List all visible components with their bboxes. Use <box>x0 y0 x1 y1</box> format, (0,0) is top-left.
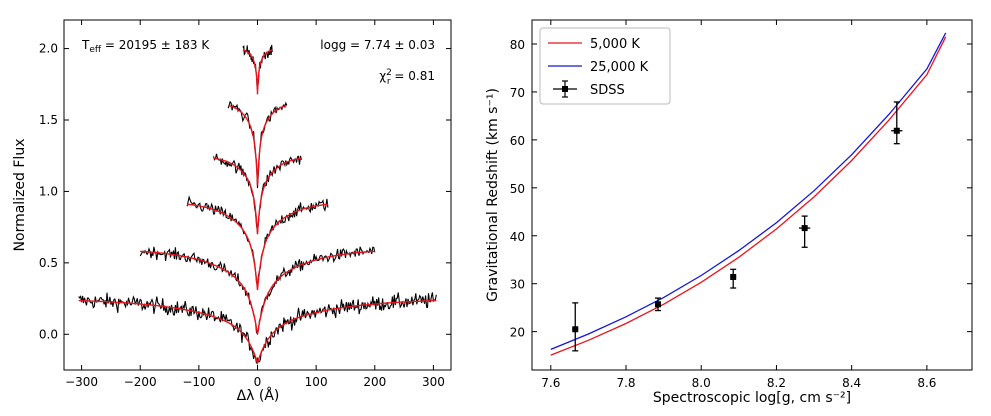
redshift-tick-layer: 7.6 7.8 8.0 8.2 8.4 8.6 20 30 40 50 60 70 80 <box>510 20 972 390</box>
spectrum-model-line-2 <box>187 203 328 291</box>
redshift-plot-frame <box>531 19 973 371</box>
redshift-x-tick-label: 7.6 <box>541 376 560 390</box>
sdss-point-1 <box>654 297 661 312</box>
redshift-x-tick-label: 8.0 <box>692 376 711 390</box>
redshift-y-tick-label: 20 <box>510 326 525 340</box>
spectrum-x-axis-label: Δλ (Å) <box>237 387 280 404</box>
teff-value: = 20195 ± 183 K <box>101 38 210 52</box>
redshift-y-axis-label: Gravitational Redshift (km s⁻¹) <box>485 88 501 302</box>
chi-subscript: r <box>387 77 391 87</box>
spectrum-model-line-4 <box>227 104 288 186</box>
legend-label-sdss: SDSS <box>590 83 625 98</box>
spectrum-tick-layer: −300 −200 −100 0 100 200 300 0.0 0.5 1.0 1.5 2.0 <box>39 20 451 389</box>
redshift-x-tick-label: 8.6 <box>917 376 936 390</box>
spectrum-data-line-2 <box>186 195 329 286</box>
spectrum-y-tick-label: 1.5 <box>39 113 58 127</box>
sdss-point-3 <box>799 215 811 248</box>
spectrum-x-tick-label: −300 <box>65 375 98 389</box>
spectrum-model-line-1 <box>140 250 375 335</box>
spectrum-y-tick-label: 2.0 <box>39 42 58 56</box>
redshift-y-tick-label: 30 <box>510 278 525 292</box>
redshift-x-tick-label: 8.2 <box>767 376 786 390</box>
spectrum-x-tick-label: 300 <box>422 375 445 389</box>
spectrum-data-line-4 <box>227 100 288 189</box>
legend-label-25000k: 25,000 K <box>590 60 649 75</box>
legend-label-5000k: 5,000 K <box>590 37 640 52</box>
legend-swatch-sdss <box>553 80 577 98</box>
redshift-data-layer <box>550 32 947 356</box>
redshift-y-tick-label: 70 <box>510 86 525 100</box>
redshift-x-axis-label: Spectroscopic log[g, cm s⁻²] <box>653 390 851 406</box>
redshift-curve-0 <box>550 36 947 356</box>
spectrum-x-tick-label: 0 <box>254 375 262 389</box>
chi-superscript: 2 <box>386 68 392 78</box>
redshift-y-tick-label: 40 <box>510 230 525 244</box>
redshift-y-tick-label: 60 <box>510 134 525 148</box>
spectrum-data-line-0 <box>78 292 437 364</box>
spectrum-data-layer <box>78 44 437 366</box>
spectrum-x-tick-label: 100 <box>305 375 328 389</box>
redshift-curve-1 <box>550 32 947 351</box>
spectrum-y-tick-label: 0.5 <box>39 256 58 270</box>
spectrum-x-tick-label: −200 <box>124 375 157 389</box>
chi-square-annotation: χ2 r = 0.81 <box>379 68 435 87</box>
teff-annotation: Teff = 20195 ± 183 K <box>81 38 210 55</box>
spectrum-model-line-3 <box>213 157 302 235</box>
legend: 5,000 K 25,000 K SDSS <box>539 27 671 105</box>
spectrum-x-tick-label: 200 <box>363 375 386 389</box>
spectrum-model-line-0 <box>78 299 437 366</box>
spectrum-model-line-5 <box>242 49 273 95</box>
chi-value: = 0.81 <box>391 69 435 83</box>
redshift-x-tick-label: 8.4 <box>842 376 861 390</box>
sdss-point-4 <box>891 101 903 145</box>
legend-box <box>539 27 671 105</box>
teff-symbol: T <box>81 38 90 52</box>
logg-annotation: logg = 7.74 ± 0.03 <box>320 38 435 52</box>
redshift-panel: 7.6 7.8 8.0 8.2 8.4 8.6 20 30 40 50 60 70 80 Spectro… <box>485 19 973 406</box>
spectrum-y-axis-label: Normalized Flux <box>12 139 28 252</box>
spectrum-y-tick-label: 1.0 <box>39 184 58 198</box>
redshift-y-tick-label: 50 <box>510 182 525 196</box>
sdss-point-2 <box>730 268 737 289</box>
redshift-y-tick-label: 80 <box>510 38 525 52</box>
teff-subscript: eff <box>89 45 102 55</box>
chi-symbol: χ <box>379 69 386 83</box>
spectrum-x-tick-label: −100 <box>182 375 215 389</box>
redshift-x-tick-label: 7.8 <box>616 376 635 390</box>
spectrum-y-tick-label: 0.0 <box>39 327 58 341</box>
sdss-point-0 <box>572 302 579 352</box>
spectrum-data-line-1 <box>139 246 376 336</box>
spectrum-panel: −300 −200 −100 0 100 200 300 0.0 0.5 1.0 1.5 2.0 Δλ… <box>12 19 452 404</box>
